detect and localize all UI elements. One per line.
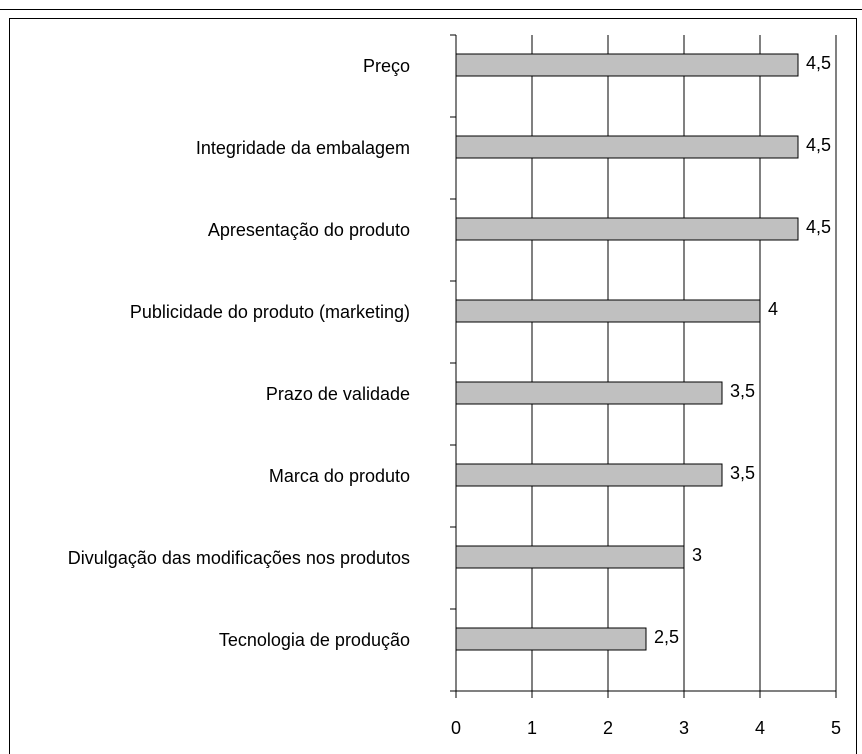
bar [455,463,723,487]
value-label: 4,5 [806,135,831,155]
category-label-box: Publicidade do produto (marketing) [10,271,410,353]
value-label: 2,5 [654,627,679,647]
y-tick-label: Integridade da embalagem [195,138,410,158]
value-label: 4,5 [806,217,831,237]
x-tick-label: 3 [679,718,689,738]
bar [455,299,761,323]
y-tick-label: Marca do produto [268,466,410,486]
y-tick-label: Apresentação do produto [207,220,410,240]
y-tick-label: Divulgação das modificações nos produtos [67,548,410,568]
x-tick-label: 1 [527,718,537,738]
category-label-box: Prazo de validade [10,353,410,435]
y-tick-label: Publicidade do produto (marketing) [129,302,410,322]
category-label-box: Apresentação do produto [10,189,410,271]
frame [9,18,857,754]
x-tick-label: 4 [755,718,765,738]
y-tick-label: Tecnologia de produção [218,630,410,650]
value-label: 3,5 [730,463,755,483]
bar [455,381,723,405]
bar [455,217,799,241]
x-tick-label: 5 [831,718,841,738]
category-label-box: Marca do produto [10,435,410,517]
bar [455,53,799,77]
category-label-box: Preço [10,25,410,107]
y-tick-label: Prazo de validade [265,384,410,404]
y-tick-label: Preço [362,56,410,76]
bar [455,627,647,651]
category-label-box: Tecnologia de produção [10,599,410,681]
x-tick-label: 2 [603,718,613,738]
x-tick-label: 0 [451,718,461,738]
category-label-box: Divulgação das modificações nos produtos [10,517,410,599]
value-label: 4,5 [806,53,831,73]
category-label-box: Integridade da embalagem [10,107,410,189]
value-label: 3 [692,545,702,565]
value-label: 3,5 [730,381,755,401]
bar [455,135,799,159]
bar [455,545,685,569]
value-label: 4 [768,299,778,319]
